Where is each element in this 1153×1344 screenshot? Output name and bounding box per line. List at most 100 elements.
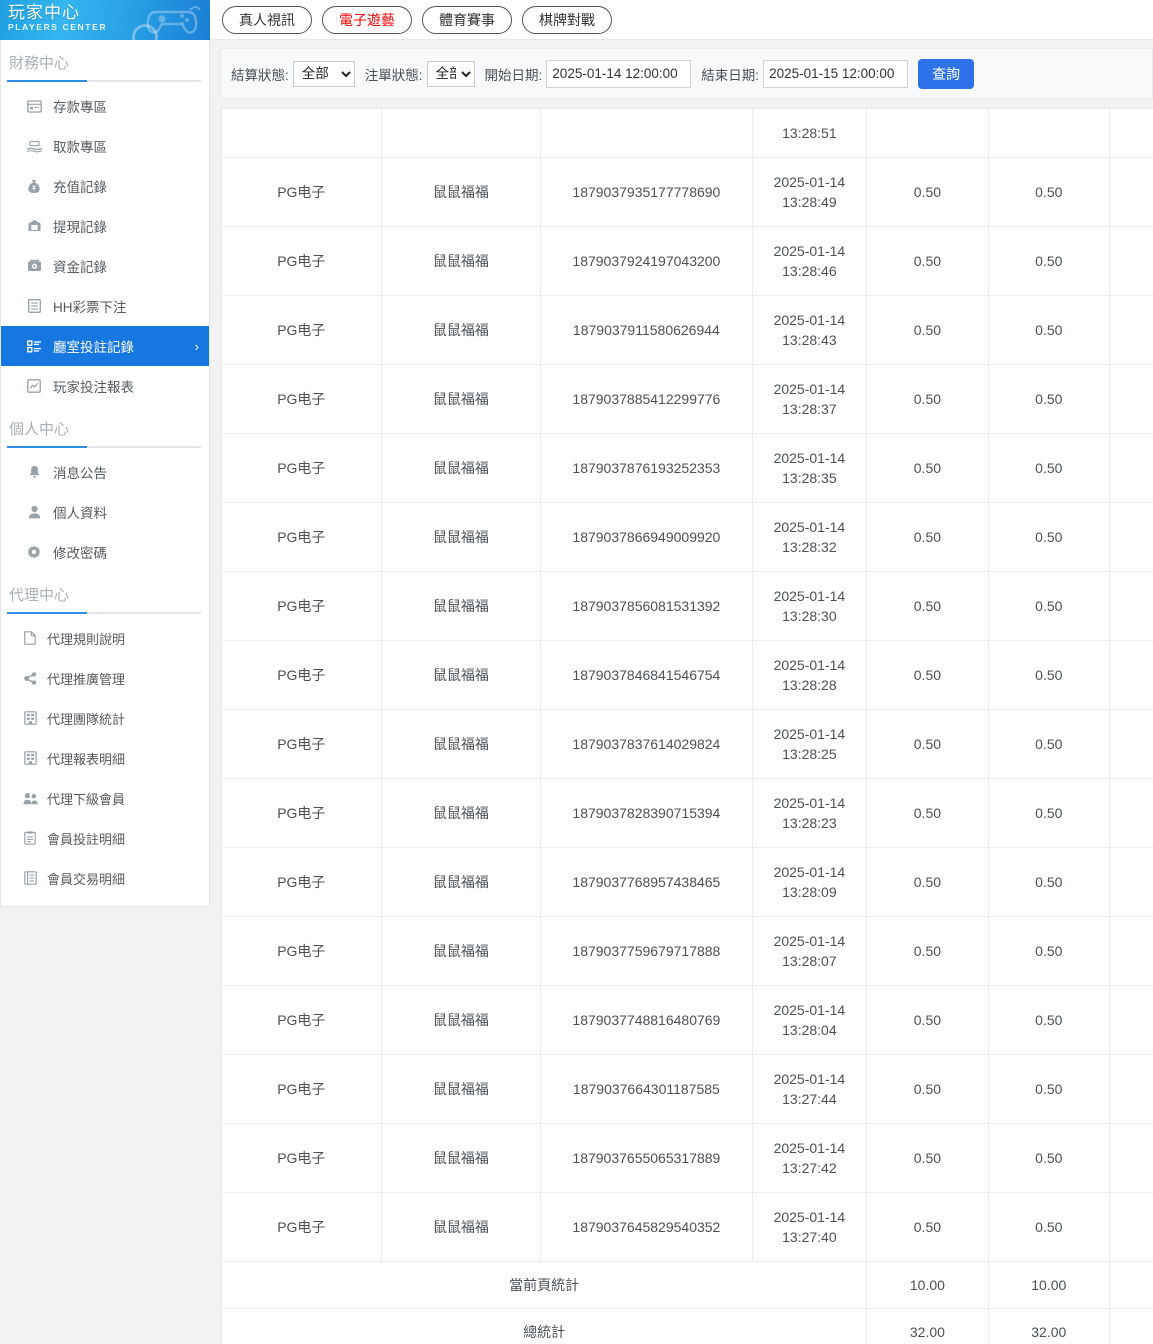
sidebar-item-label: 會員交易明細 bbox=[47, 871, 126, 887]
cell-order: 1879037866949009920 bbox=[540, 502, 753, 572]
sidebar-section-personal: 個人中心 bbox=[1, 406, 209, 440]
cell-platform: PG电子 bbox=[221, 295, 382, 365]
cell-valid: 0.50 bbox=[987, 847, 1110, 917]
sidebar-item-agent-report-detail[interactable]: 代理報表明細 bbox=[1, 738, 209, 778]
sidebar-item-recharge-record[interactable]: 充值記錄 bbox=[1, 166, 209, 206]
cell-valid: 0.50 bbox=[987, 1054, 1110, 1124]
sidebar-item-deposit[interactable]: 存款專區 bbox=[1, 86, 209, 126]
sidebar-item-member-transaction-detail[interactable]: 會員交易明細 bbox=[1, 858, 209, 898]
sidebar-item-withdraw[interactable]: 取款專區 bbox=[1, 126, 209, 166]
sidebar-item-label: 廳室投註記錄 bbox=[53, 340, 134, 355]
report-icon bbox=[23, 379, 45, 393]
cell-win: -0.50 bbox=[1108, 433, 1153, 503]
cell-game: 鼠鼠福福 bbox=[380, 709, 542, 779]
cell-order: 1879037748816480769 bbox=[540, 985, 753, 1055]
cell-game: 鼠鼠福福 bbox=[380, 295, 542, 365]
cell-win: -0.50 bbox=[1108, 709, 1153, 779]
tab-sports[interactable]: 體育賽事 bbox=[422, 5, 512, 34]
table-row: PG电子 鼠鼠福福 1879037935177778690 2025-01-14 13:… bbox=[221, 157, 1153, 227]
start-date-label: 開始日期: bbox=[484, 67, 543, 83]
cell-bet bbox=[866, 108, 989, 158]
cell-platform: PG电子 bbox=[221, 157, 382, 227]
table-row: PG电子 鼠鼠福福 1879037866949009920 2025-01-14 13:… bbox=[221, 502, 1153, 572]
cell-game: 鼠鼠福福 bbox=[380, 847, 542, 917]
query-button[interactable]: 查詢 bbox=[918, 58, 975, 89]
building-icon bbox=[19, 711, 41, 725]
cell-win: -0.50 bbox=[1108, 778, 1153, 848]
end-date-input[interactable] bbox=[763, 59, 909, 88]
settle-status-select[interactable]: 全部 bbox=[292, 60, 355, 87]
summary-bet: 32.00 bbox=[866, 1308, 989, 1344]
summary-bet: 10.00 bbox=[866, 1261, 989, 1309]
table-row: PG电子 鼠鼠福福 1879037911580626944 2025-01-14 13:… bbox=[221, 295, 1153, 365]
sidebar-item-agent-sub-members[interactable]: 代理下級會員 bbox=[1, 778, 209, 818]
sidebar-item-player-bet-report[interactable]: 玩家投注報表 bbox=[1, 366, 209, 406]
sidebar-item-announcements[interactable]: 消息公告 bbox=[1, 452, 209, 492]
sidebar-item-change-password[interactable]: 修改密碼 bbox=[1, 532, 209, 572]
clipboard-icon bbox=[19, 831, 41, 845]
sidebar-item-hh-lottery[interactable]: HH彩票下注 bbox=[1, 286, 209, 326]
tab-card-games[interactable]: 棋牌對戰 bbox=[522, 5, 612, 34]
hand-cash-icon bbox=[23, 140, 45, 153]
cell-platform: PG电子 bbox=[221, 433, 382, 503]
table-body: 13:28:51 PG电子 鼠鼠福福 1879037935177778690 2025-… bbox=[221, 108, 1153, 1344]
cell-bet: 0.50 bbox=[866, 433, 989, 503]
bet-status-select[interactable]: 全部 bbox=[426, 60, 475, 87]
bet-records-table: 13:28:51 PG电子 鼠鼠福福 1879037935177778690 2025-… bbox=[221, 108, 1153, 1344]
sidebar-item-withdraw-record[interactable]: 提現記錄 bbox=[1, 206, 209, 246]
document-icon bbox=[19, 631, 41, 645]
cell-bet: 0.50 bbox=[866, 1192, 989, 1262]
tab-live-casino[interactable]: 真人視訊 bbox=[222, 5, 312, 34]
sidebar-item-agent-team-stats[interactable]: 代理團隊統計 bbox=[1, 698, 209, 738]
cell-platform: PG电子 bbox=[221, 916, 382, 986]
cell-win: -0.50 bbox=[1108, 985, 1153, 1055]
cell-bet: 0.50 bbox=[866, 916, 989, 986]
settle-status-label: 結算狀態: bbox=[231, 67, 289, 83]
cell-valid: 0.50 bbox=[987, 640, 1110, 710]
cell-datetime: 2025-01-14 13:28:09 bbox=[751, 847, 868, 917]
start-date-input[interactable] bbox=[546, 59, 692, 88]
cell-order: 1879037846841546754 bbox=[540, 640, 753, 710]
sidebar-item-label: 提現記錄 bbox=[53, 220, 107, 235]
cell-valid: 0.50 bbox=[987, 1123, 1110, 1193]
cell-datetime: 2025-01-14 13:28:37 bbox=[751, 364, 868, 434]
cell-order: 1879037664301187585 bbox=[540, 1054, 753, 1124]
section-title: 財務中心 bbox=[9, 55, 70, 72]
cell-valid: 0.50 bbox=[987, 571, 1110, 641]
brand-title-cn: 玩家中心 bbox=[8, 3, 80, 22]
cell-bet: 0.50 bbox=[866, 640, 989, 710]
table-row: PG电子 鼠鼠福福 1879037655065317889 2025-01-14 13:… bbox=[221, 1123, 1153, 1193]
cell-platform: PG电子 bbox=[221, 778, 382, 848]
cell-game: 鼠鼠福福 bbox=[380, 364, 542, 434]
cell-bet: 0.50 bbox=[866, 295, 989, 365]
sidebar-item-profile[interactable]: 個人資料 bbox=[1, 492, 209, 532]
cell-game: 鼠鼠福福 bbox=[380, 571, 542, 641]
cell-win: -0.50 bbox=[1108, 226, 1153, 296]
sidebar-item-agent-rules[interactable]: 代理規則說明 bbox=[1, 618, 209, 658]
bell-icon bbox=[23, 465, 45, 479]
cell-datetime: 2025-01-14 13:28:07 bbox=[751, 916, 868, 986]
cell-order: 1879037837614029824 bbox=[540, 709, 753, 779]
cell-valid: 0.50 bbox=[987, 778, 1110, 848]
table-row: PG电子 鼠鼠福福 1879037846841546754 2025-01-14 13:… bbox=[221, 640, 1153, 710]
cell-valid: 0.50 bbox=[987, 295, 1110, 365]
cell-bet: 0.50 bbox=[866, 985, 989, 1055]
cell-win: -0.20 bbox=[1108, 295, 1153, 365]
summary-win: 13.60 bbox=[1108, 1261, 1153, 1309]
sidebar-item-agent-promotion[interactable]: 代理推廣管理 bbox=[1, 658, 209, 698]
cell-platform: PG电子 bbox=[221, 502, 382, 572]
sidebar-item-funds-record[interactable]: 資金記錄 bbox=[1, 246, 209, 286]
cell-bet: 0.50 bbox=[866, 226, 989, 296]
tab-slots[interactable]: 電子遊藝 bbox=[322, 5, 412, 34]
cell-valid: 0.50 bbox=[987, 433, 1110, 503]
sidebar-item-label: HH彩票下注 bbox=[53, 300, 127, 315]
summary-win: 18.70 bbox=[1108, 1308, 1153, 1344]
sidebar-item-hall-bet-records[interactable]: 廳室投註記錄 › bbox=[1, 326, 209, 366]
cell-datetime: 2025-01-14 13:27:44 bbox=[751, 1054, 868, 1124]
cell-bet: 0.50 bbox=[866, 502, 989, 572]
cell-win: 9.50 bbox=[1108, 847, 1153, 917]
sidebar-item-member-bet-detail[interactable]: 會員投註明細 bbox=[1, 818, 209, 858]
cell-bet: 0.50 bbox=[866, 847, 989, 917]
